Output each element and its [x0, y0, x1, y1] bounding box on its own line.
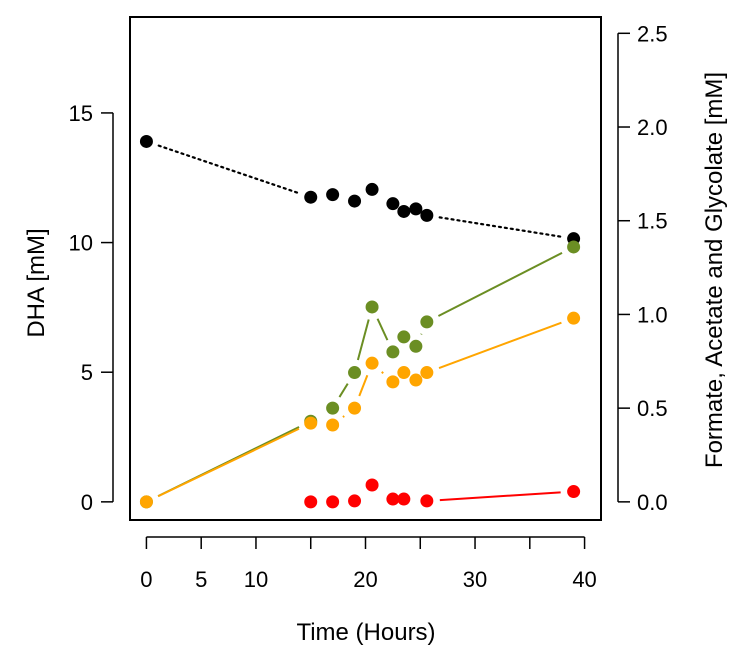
plot-frame — [129, 16, 602, 521]
series-2-point — [397, 366, 411, 380]
series-2-segment — [157, 427, 300, 498]
series-3-point — [365, 478, 379, 492]
y-axis-right-title: Formate, Acetate and Glycolate [mM] — [701, 72, 728, 468]
series-2-point — [420, 366, 434, 380]
series-1-point — [420, 315, 434, 329]
series-1-point — [348, 366, 362, 380]
series-2-segment — [342, 415, 345, 418]
series-1-point — [409, 339, 423, 353]
x-tick-label: 40 — [572, 567, 596, 592]
y-left-tick-label: 0 — [81, 490, 93, 515]
series-1-point — [397, 330, 411, 344]
series-3-segment — [439, 491, 561, 502]
y-right-tick-label: 1.0 — [637, 302, 668, 327]
series-2-segment — [358, 374, 369, 397]
series-0-point — [420, 208, 434, 222]
series-3-point — [304, 495, 318, 509]
series-0-segment — [157, 144, 300, 195]
series-3-point — [386, 492, 400, 506]
series-1-point — [567, 240, 581, 254]
series-3-point — [326, 495, 340, 509]
series-lines — [157, 144, 563, 502]
series-0-point — [397, 204, 411, 218]
series-3-point — [348, 494, 362, 508]
series-2-segment — [381, 371, 384, 374]
x-tick-label: 0 — [140, 567, 152, 592]
x-tick-label: 30 — [463, 567, 487, 592]
series-points — [139, 134, 581, 509]
series-0-point — [139, 134, 153, 148]
y-axis-right: 0.0 0.5 1.0 1.5 2.0 2.5 — [617, 21, 668, 515]
x-tick-label: 10 — [244, 567, 268, 592]
x-tick-label: 20 — [353, 567, 377, 592]
series-3-point — [420, 494, 434, 508]
x-tick-label: 5 — [195, 567, 207, 592]
series-0-point — [386, 197, 400, 211]
series-1-segment — [356, 319, 370, 361]
series-2-point — [567, 311, 581, 325]
series-1-segment — [437, 251, 563, 317]
series-1-point — [365, 300, 379, 314]
y-right-tick-label: 0.5 — [637, 396, 668, 421]
series-3-point — [397, 492, 411, 506]
y-right-tick-label: 2.0 — [637, 115, 668, 140]
series-0-point — [365, 182, 379, 196]
y-right-tick-label: 1.5 — [637, 209, 668, 234]
series-2-point — [409, 373, 423, 387]
x-axis: 0 5 10 20 30 40 — [140, 536, 597, 592]
series-2-segment — [438, 321, 562, 369]
y-left-tick-label: 10 — [69, 231, 93, 256]
series-1-segment — [338, 383, 349, 398]
series-2-point — [348, 401, 362, 415]
series-2-point — [326, 418, 340, 432]
y-axis-left-title: DHA [mM] — [23, 228, 50, 337]
series-1-point — [326, 401, 340, 415]
series-2-point — [304, 416, 318, 430]
series-1-point — [386, 345, 400, 359]
series-2-point — [386, 375, 400, 389]
series-0-point — [326, 188, 340, 202]
series-0-point — [409, 202, 423, 216]
y-left-tick-label: 5 — [81, 360, 93, 385]
series-0-point — [348, 194, 362, 208]
series-2-point — [139, 495, 153, 509]
series-0-point — [304, 190, 318, 204]
y-right-tick-label: 2.5 — [637, 21, 668, 46]
y-left-tick-label: 15 — [69, 101, 93, 126]
series-1-segment — [376, 318, 389, 341]
series-3-point — [567, 485, 581, 499]
x-axis-title: Time (Hours) — [296, 619, 435, 646]
series-0-segment — [438, 216, 562, 238]
y-right-tick-label: 0.0 — [637, 490, 668, 515]
y-axis-left: 0 5 10 15 — [69, 101, 114, 515]
series-2-point — [365, 356, 379, 370]
